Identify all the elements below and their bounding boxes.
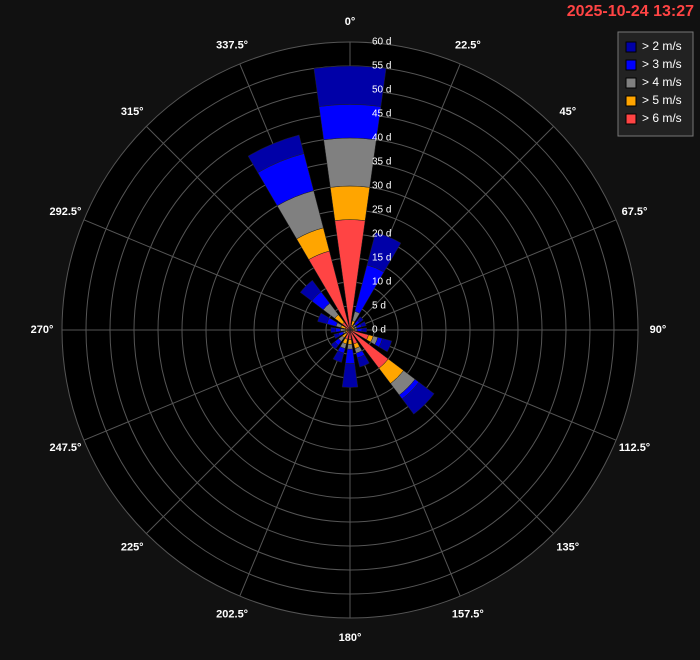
wedge: [335, 327, 341, 333]
angle-label: 270°: [31, 324, 54, 336]
spoke: [239, 329, 351, 597]
angle-label: 112.5°: [619, 442, 650, 454]
wedge: [330, 341, 339, 350]
angle-label: 22.5°: [455, 39, 481, 51]
spoke: [349, 329, 617, 441]
radial-label: 40 d: [372, 133, 391, 144]
legend-swatch: [625, 113, 637, 125]
wedge: [323, 137, 377, 188]
wedge: [356, 328, 363, 332]
spoke: [83, 329, 351, 441]
radial-label: 0 d: [372, 325, 386, 336]
wedge: [361, 327, 368, 333]
wedge: [299, 279, 322, 302]
legend-swatch: [625, 59, 637, 71]
angle-label: 157.5°: [452, 608, 484, 620]
radial-label: 50 d: [372, 85, 391, 96]
wedge: [313, 65, 387, 107]
angle-label: 67.5°: [622, 206, 648, 218]
radial-label: 35 d: [372, 157, 391, 168]
wedge: [333, 332, 340, 339]
radial-label: 25 d: [372, 205, 391, 216]
angle-label: 225°: [121, 542, 144, 554]
legend-swatch: [625, 77, 637, 89]
angle-label: 202.5°: [216, 608, 248, 620]
wedge: [330, 327, 337, 333]
radial-label: 30 d: [372, 181, 391, 192]
legend-label: > 5 m/s: [642, 93, 682, 107]
radial-label: 55 d: [372, 61, 391, 72]
radial-label: 60 d: [372, 37, 391, 48]
wedge: [247, 134, 305, 173]
wedge: [347, 343, 353, 350]
wedge: [332, 350, 345, 363]
radial-label: 5 d: [372, 301, 386, 312]
angle-label: 180°: [339, 632, 362, 644]
angle-label: 337.5°: [216, 39, 248, 51]
legend-swatch: [625, 95, 637, 107]
angle-label: 90°: [650, 324, 667, 336]
wedge: [378, 338, 393, 353]
radial-label: 45 d: [372, 109, 391, 120]
radial-label: 20 d: [372, 229, 391, 240]
angle-label: 292.5°: [49, 206, 81, 218]
legend-label: > 3 m/s: [642, 57, 682, 71]
angle-label: 135°: [556, 542, 579, 554]
angle-label: 315°: [121, 106, 144, 118]
wedge: [329, 185, 371, 221]
spoke: [145, 329, 351, 535]
angle-label: 247.5°: [49, 442, 81, 454]
legend-label: > 4 m/s: [642, 75, 682, 89]
angle-label: 45°: [559, 106, 576, 118]
chart-title: 2025-10-24 13:27: [567, 3, 694, 20]
wedge: [366, 232, 402, 273]
wedge: [354, 328, 358, 332]
wedge: [341, 363, 359, 388]
legend-swatch: [625, 41, 637, 53]
radial-label: 10 d: [372, 277, 391, 288]
legend-label: > 6 m/s: [642, 111, 682, 125]
wedge: [356, 316, 364, 324]
wedge: [340, 328, 346, 332]
wedge: [347, 339, 353, 345]
spoke: [349, 219, 617, 331]
wedge: [356, 354, 370, 368]
wedge: [317, 312, 330, 325]
wedge: [360, 321, 367, 328]
radial-label: 15 d: [372, 253, 391, 264]
legend-label: > 2 m/s: [642, 39, 682, 53]
wedge: [401, 381, 435, 415]
spoke: [349, 329, 461, 597]
angle-label: 0°: [345, 16, 356, 28]
spoke: [349, 125, 555, 331]
spoke: [83, 219, 351, 331]
legend: > 2 m/s > 3 m/s > 4 m/s > 5 m/s > 6 m/s: [617, 31, 694, 137]
